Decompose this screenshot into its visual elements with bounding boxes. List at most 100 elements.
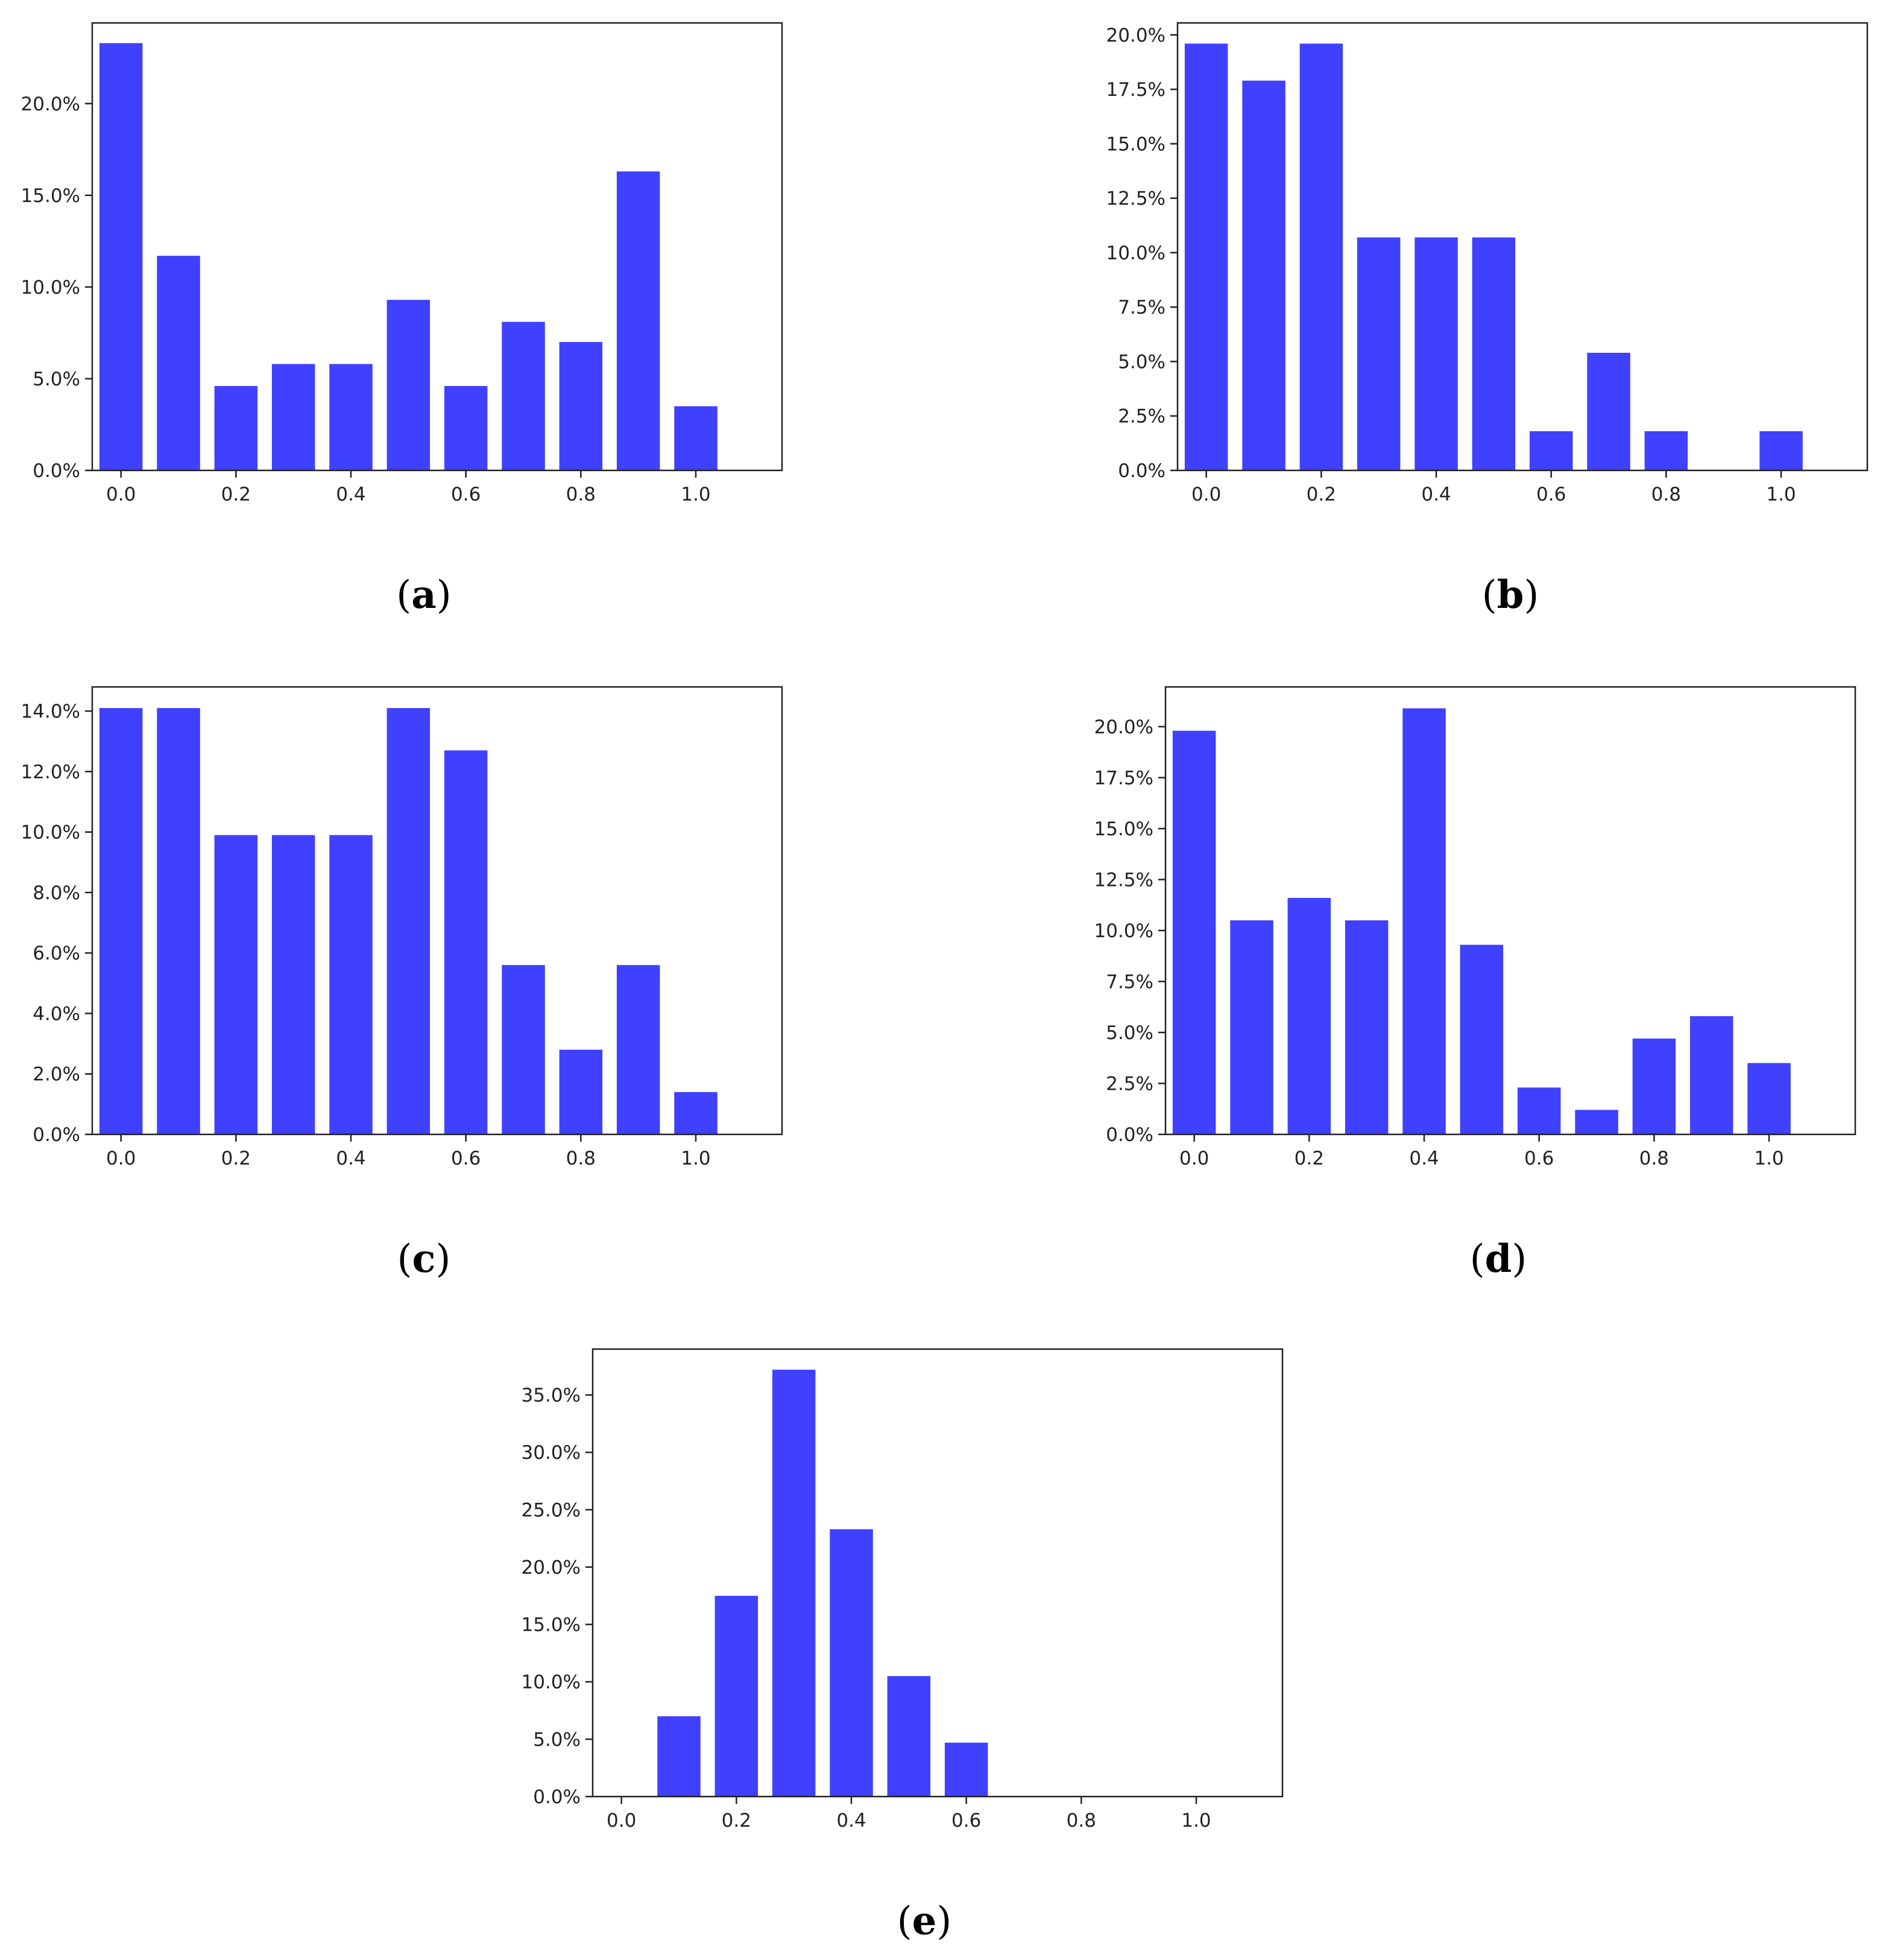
y-tick-label-b-8: 20.0% (1106, 25, 1165, 46)
x-tick-label-c-0: 0.0 (106, 1148, 136, 1169)
chart-panel-d: 0.0% 2.5% 5.0% 7.5% 10.0% 12.5% 15.0% 17.5% 20.0… (1094, 686, 1856, 1282)
bar-e-5 (887, 1676, 931, 1797)
panel-caption-a: (a) (396, 572, 451, 618)
bar-b-8 (1644, 431, 1688, 470)
y-tick-label-e-1: 5.0% (533, 1729, 581, 1751)
y-tick-label-a-0: 0.0% (33, 460, 80, 482)
y-tick-label-b-1: 2.5% (1118, 406, 1165, 428)
bar-c-10 (674, 1092, 718, 1134)
x-tick-label-e-1: 0.2 (722, 1810, 751, 1832)
y-tick-label-a-4: 20.0% (21, 93, 80, 115)
bar-c-6 (444, 750, 488, 1134)
bar-b-3 (1357, 237, 1401, 470)
panel-letter-d: d (1485, 1236, 1512, 1282)
bar-b-7 (1587, 353, 1630, 470)
x-tick-label-c-2: 0.4 (336, 1148, 365, 1169)
x-tick-label-a-5: 1.0 (681, 484, 710, 505)
x-tick-label-a-1: 0.2 (221, 484, 251, 505)
axes-frame-a (91, 22, 783, 472)
x-tick-label-b-0: 0.0 (1191, 484, 1221, 505)
y-tick-label-c-7: 14.0% (21, 701, 80, 722)
x-tick-label-d-4: 0.8 (1639, 1148, 1669, 1169)
x-tick-label-d-3: 0.6 (1524, 1148, 1554, 1169)
bar-a-0 (99, 43, 143, 470)
bar-e-2 (714, 1596, 759, 1797)
x-tick-label-c-1: 0.2 (221, 1148, 251, 1169)
y-tick-label-a-1: 5.0% (33, 368, 80, 390)
bar-c-7 (502, 965, 545, 1134)
bar-a-8 (559, 342, 603, 470)
y-tick-label-d-8: 20.0% (1094, 716, 1153, 738)
panel-letter-b: b (1497, 572, 1524, 618)
x-tick-label-e-3: 0.6 (951, 1810, 981, 1832)
bar-d-10 (1747, 1063, 1791, 1134)
y-tick-label-b-0: 0.0% (1118, 460, 1165, 482)
y-tick-label-d-5: 12.5% (1094, 869, 1153, 891)
x-tick-label-d-2: 0.4 (1409, 1148, 1439, 1169)
bar-c-9 (616, 965, 660, 1134)
y-tick-label-c-0: 0.0% (33, 1124, 80, 1146)
y-tick-label-d-1: 2.5% (1106, 1073, 1153, 1095)
y-tick-label-e-5: 25.0% (522, 1499, 581, 1521)
chart-panel-a: 0.0% 5.0% 10.0% 15.0% 20.0% 0.0 0.2 0.4 0.6 0.8 1.… (21, 22, 783, 618)
bar-b-0 (1184, 43, 1228, 471)
y-tick-label-b-2: 5.0% (1118, 351, 1165, 373)
x-tick-label-c-5: 1.0 (681, 1148, 710, 1169)
chart-panel-b: 0.0% 2.5% 5.0% 7.5% 10.0% 12.5% 15.0% 17.5% 20.0… (1106, 22, 1869, 618)
bar-a-2 (214, 386, 258, 470)
bar-b-10 (1759, 431, 1803, 470)
x-tick-label-c-3: 0.6 (451, 1148, 481, 1169)
x-tick-label-d-1: 0.2 (1295, 1148, 1324, 1169)
y-tick-label-e-0: 0.0% (533, 1786, 581, 1808)
bar-c-4 (329, 835, 373, 1134)
bar-c-8 (559, 1049, 603, 1134)
bar-b-2 (1299, 43, 1343, 471)
y-tick-label-a-3: 15.0% (21, 185, 80, 207)
x-tick-label-b-3: 0.6 (1536, 484, 1566, 505)
x-tick-label-a-3: 0.6 (451, 484, 481, 505)
bar-a-5 (386, 300, 431, 470)
y-tick-label-e-6: 30.0% (522, 1442, 581, 1464)
y-tick-label-e-3: 15.0% (522, 1614, 581, 1636)
y-tick-label-b-5: 12.5% (1106, 188, 1165, 210)
bar-d-9 (1689, 1016, 1733, 1134)
bar-c-0 (99, 708, 143, 1134)
y-tick-label-e-2: 10.0% (522, 1672, 581, 1693)
y-tick-label-c-2: 4.0% (33, 1003, 80, 1025)
y-tick-label-a-2: 10.0% (21, 277, 80, 299)
x-tick-label-e-0: 0.0 (607, 1810, 636, 1832)
y-tick-label-e-7: 35.0% (522, 1385, 581, 1406)
y-tick-label-b-6: 15.0% (1106, 133, 1165, 155)
axes-frame-b (1176, 22, 1869, 472)
bar-c-3 (271, 835, 315, 1134)
y-tick-label-d-7: 17.5% (1094, 767, 1153, 789)
bar-e-4 (830, 1529, 873, 1797)
bar-d-2 (1287, 897, 1331, 1134)
panel-letter-c: c (412, 1236, 436, 1282)
y-tick-label-d-0: 0.0% (1106, 1124, 1153, 1146)
y-tick-label-d-6: 15.0% (1094, 818, 1153, 840)
y-tick-label-c-6: 12.0% (21, 761, 80, 783)
bar-e-1 (657, 1716, 701, 1797)
x-tick-label-a-0: 0.0 (106, 484, 136, 505)
bar-d-8 (1632, 1038, 1676, 1134)
x-tick-label-a-4: 0.8 (566, 484, 596, 505)
panel-letter-e: e (912, 1898, 937, 1944)
axes-frame-e (591, 1348, 1284, 1798)
bar-e-6 (944, 1742, 988, 1797)
y-tick-label-c-4: 8.0% (33, 882, 80, 904)
panel-caption-e: (e) (897, 1898, 952, 1944)
bar-a-3 (271, 364, 315, 470)
x-tick-label-e-2: 0.4 (836, 1810, 866, 1832)
bar-d-5 (1460, 944, 1504, 1134)
y-tick-label-c-3: 6.0% (33, 943, 80, 964)
y-tick-label-c-5: 10.0% (21, 822, 80, 844)
x-tick-label-d-5: 1.0 (1754, 1148, 1784, 1169)
panel-caption-c: (c) (397, 1236, 451, 1282)
bar-a-9 (616, 171, 660, 470)
panel-letter-a: a (411, 572, 436, 618)
y-tick-label-d-3: 7.5% (1106, 971, 1153, 993)
y-tick-label-c-1: 2.0% (33, 1064, 80, 1086)
y-tick-label-b-3: 7.5% (1118, 297, 1165, 318)
